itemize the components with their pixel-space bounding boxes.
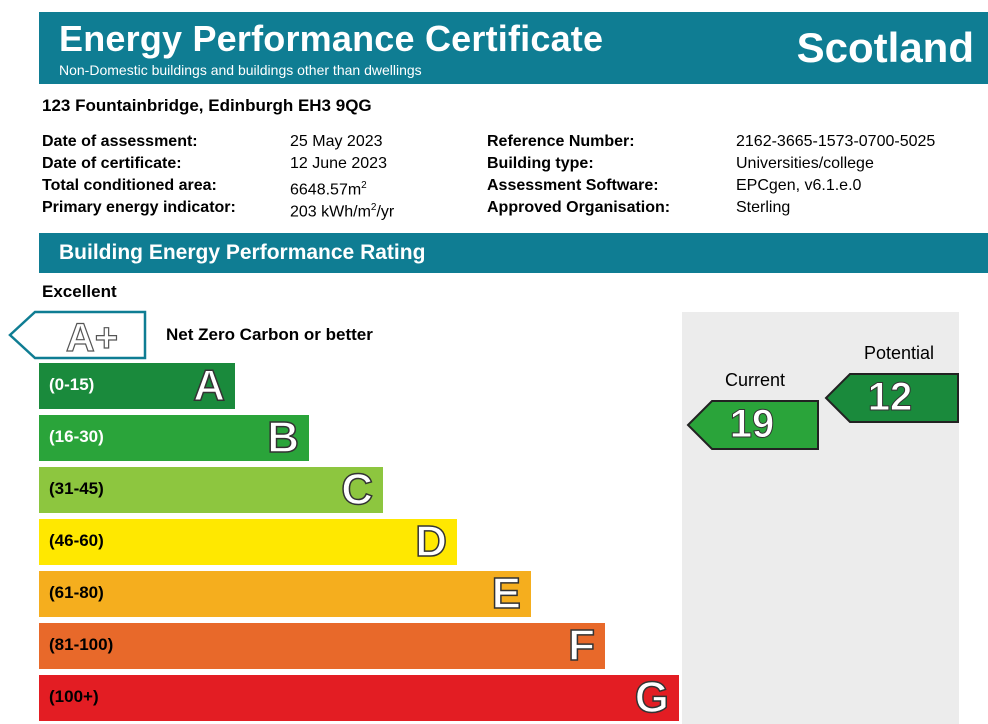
property-address: 123 Fountainbridge, Edinburgh EH3 9QG — [42, 96, 372, 115]
detail-value: 6648.57m2 — [290, 180, 367, 199]
band-a: (0-15) A — [39, 360, 235, 411]
detail-value: Sterling — [736, 199, 791, 216]
net-zero-label: Net Zero Carbon or better — [166, 325, 373, 344]
detail-label: Building type: — [487, 155, 594, 172]
detail-row: Total conditioned area: 6648.57m2 — [42, 175, 367, 198]
detail-label: Total conditioned area: — [42, 177, 217, 194]
detail-value: 25 May 2023 — [290, 133, 383, 150]
detail-value: 2162-3665-1573-0700-5025 — [736, 133, 936, 150]
band-letter: B — [266, 412, 299, 463]
detail-label: Date of assessment: — [42, 133, 198, 150]
potential-label: Potential — [864, 343, 935, 363]
band-range: (61-80) — [49, 583, 104, 602]
certificate-title: Energy Performance Certificate — [59, 18, 604, 59]
detail-row: Primary energy indicator: 203 kWh/m2/yr — [42, 197, 394, 220]
section-title: Building Energy Performance Rating — [59, 241, 426, 264]
band-letter: E — [491, 568, 522, 619]
region-label: Scotland — [796, 24, 974, 71]
certificate-header: Energy Performance Certificate Non-Domes… — [39, 12, 988, 84]
band-e: (61-80) E — [39, 568, 531, 619]
detail-label: Assessment Software: — [487, 177, 659, 194]
band-f: (81-100) F — [39, 620, 605, 671]
detail-value: 203 kWh/m2/yr — [290, 202, 395, 221]
band-letter: D — [414, 516, 447, 567]
band-g: (100+) G — [39, 672, 679, 723]
detail-row: Assessment Software: EPCgen, v6.1.e.0 — [487, 175, 861, 197]
excellent-label: Excellent — [42, 282, 117, 301]
band-range: (16-30) — [49, 427, 104, 446]
band-letter: C — [340, 464, 373, 515]
band-d: (46-60) D — [39, 516, 457, 567]
detail-label: Primary energy indicator: — [42, 199, 236, 216]
detail-row: Date of assessment: 25 May 2023 — [42, 131, 383, 153]
details-right: Reference Number: 2162-3665-1573-0700-50… — [487, 131, 935, 219]
band-range: (0-15) — [49, 375, 95, 394]
current-rating-value: 19 — [729, 402, 775, 447]
details-left: Date of assessment: 25 May 2023 Date of … — [42, 131, 394, 220]
detail-row: Reference Number: 2162-3665-1573-0700-50… — [487, 131, 935, 153]
potential-rating-value: 12 — [867, 375, 913, 420]
potential-rating-arrow — [824, 373, 959, 423]
band-letter: A — [192, 360, 225, 411]
band-range: (46-60) — [49, 531, 104, 550]
band-letter: G — [634, 672, 670, 723]
band-letter: F — [567, 620, 595, 671]
detail-label: Approved Organisation: — [487, 199, 671, 216]
band-range: (81-100) — [49, 635, 114, 654]
detail-label: Reference Number: — [487, 133, 635, 150]
certificate-subtitle: Non-Domestic buildings and buildings oth… — [59, 62, 422, 78]
detail-value: EPCgen, v6.1.e.0 — [736, 177, 862, 194]
current-label: Current — [725, 370, 786, 390]
band-b: (16-30) B — [39, 412, 309, 463]
detail-row: Approved Organisation: Sterling — [487, 197, 790, 219]
rating-section-header: Building Energy Performance Rating — [39, 233, 988, 273]
detail-label: Date of certificate: — [42, 155, 182, 172]
band-range: (100+) — [49, 687, 99, 706]
detail-value: 12 June 2023 — [290, 155, 387, 172]
aplus-arrow: A+ — [8, 310, 147, 360]
aplus-letter: A+ — [66, 316, 118, 360]
detail-row: Building type: Universities/college — [487, 153, 874, 175]
current-rating-arrow — [686, 400, 819, 450]
detail-row: Date of certificate: 12 June 2023 — [42, 153, 387, 175]
band-c: (31-45) C — [39, 464, 383, 515]
detail-value: Universities/college — [736, 155, 874, 172]
band-range: (31-45) — [49, 479, 104, 498]
